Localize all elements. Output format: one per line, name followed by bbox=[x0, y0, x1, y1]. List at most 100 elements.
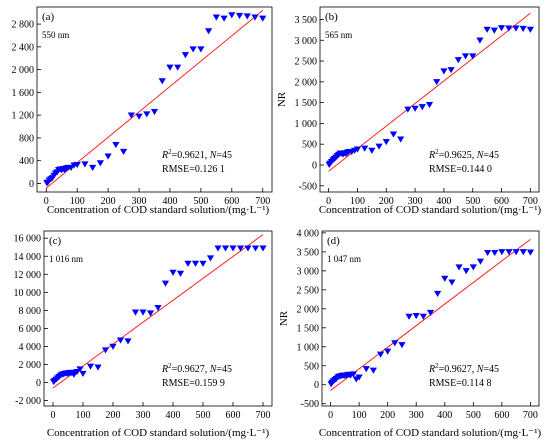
x-tick-label: 700 bbox=[255, 196, 270, 207]
y-tick-label: 1 000 bbox=[297, 342, 320, 353]
data-point bbox=[96, 160, 104, 167]
y-tick-label: 12 000 bbox=[14, 270, 42, 281]
data-point bbox=[519, 25, 527, 33]
data-point bbox=[469, 53, 477, 60]
plot-frame bbox=[43, 230, 273, 407]
data-point bbox=[116, 337, 125, 344]
data-point bbox=[119, 148, 128, 156]
data-point bbox=[243, 13, 251, 20]
data-point bbox=[251, 245, 260, 252]
x-tick-label: 100 bbox=[70, 196, 85, 207]
x-tick-label: 400 bbox=[162, 196, 177, 207]
y-tick-label: 14 000 bbox=[14, 252, 42, 263]
x-tick-label: 0 bbox=[51, 410, 56, 421]
y-tick-label: 500 bbox=[302, 140, 317, 151]
data-point bbox=[174, 64, 182, 71]
data-point bbox=[199, 260, 207, 267]
data-point bbox=[259, 15, 267, 22]
data-point bbox=[205, 28, 213, 35]
data-point bbox=[214, 245, 222, 252]
x-tick-label: 300 bbox=[136, 410, 151, 421]
data-point bbox=[259, 245, 267, 252]
data-point bbox=[154, 304, 162, 312]
x-tick-label: 400 bbox=[437, 410, 452, 421]
x-tick-label: 500 bbox=[465, 196, 480, 207]
y-tick-label: 1 500 bbox=[297, 323, 320, 334]
r2-stat: R2=0.9625, N=45 bbox=[428, 148, 499, 161]
x-tick-label: 600 bbox=[224, 196, 239, 207]
y-tick-label: 0 bbox=[36, 378, 41, 389]
y-tick-label: 8 000 bbox=[19, 306, 42, 317]
x-tick-label: 300 bbox=[409, 410, 424, 421]
data-point bbox=[448, 279, 456, 286]
data-point bbox=[79, 370, 87, 377]
x-tick-label: 400 bbox=[166, 410, 181, 421]
data-point bbox=[235, 12, 244, 19]
data-point bbox=[212, 14, 220, 21]
y-tick-label: 2 400 bbox=[12, 42, 35, 53]
x-tick-label: 200 bbox=[380, 410, 395, 421]
x-tick-label: 200 bbox=[379, 196, 394, 207]
data-point bbox=[447, 67, 455, 74]
data-point bbox=[426, 309, 435, 317]
y-tick-label: 4 000 bbox=[297, 228, 320, 239]
data-point bbox=[425, 101, 434, 109]
r2-stat: R2=0.9621, N=45 bbox=[161, 148, 232, 161]
data-point bbox=[169, 269, 177, 276]
data-point bbox=[434, 290, 442, 298]
x-tick-label: 0 bbox=[44, 196, 49, 207]
data-point bbox=[397, 136, 405, 143]
panel-label: (b) bbox=[325, 11, 338, 23]
data-point bbox=[176, 270, 185, 277]
x-tick-label: 600 bbox=[494, 410, 509, 421]
plot-frame bbox=[319, 6, 540, 193]
data-point bbox=[150, 109, 159, 116]
plot-frame bbox=[321, 230, 540, 407]
data-point bbox=[418, 104, 426, 111]
data-point bbox=[491, 249, 499, 257]
y-tick-label: 2 800 bbox=[12, 20, 35, 31]
y-tick-label: 2 500 bbox=[295, 57, 318, 68]
x-tick-label: 100 bbox=[352, 410, 367, 421]
data-point bbox=[135, 113, 143, 120]
rmse-stat: RMSE=0.126 1 bbox=[162, 164, 225, 175]
data-point bbox=[476, 37, 484, 44]
data-point bbox=[158, 78, 166, 85]
chart-panel-3: 0 100 200 300 400 500 600 700 -2 000 0 2 000 4 000 6… bbox=[14, 230, 273, 439]
y-tick-label: 3 000 bbox=[295, 36, 318, 47]
x-tick-label: 0 bbox=[326, 196, 331, 207]
data-point bbox=[166, 64, 174, 71]
panel-label: (c) bbox=[49, 235, 62, 247]
data-point bbox=[94, 364, 102, 371]
data-point bbox=[146, 310, 155, 317]
data-point bbox=[483, 26, 491, 33]
chart-panel-2: 0 100 200 300 400 500 600 700 -500 0 500 1 000 1 500… bbox=[276, 6, 542, 216]
x-tick-label: 600 bbox=[226, 410, 241, 421]
data-point bbox=[184, 260, 192, 267]
x-tick-label: 200 bbox=[106, 410, 121, 421]
x-tick-label: 700 bbox=[523, 196, 538, 207]
data-point bbox=[131, 309, 140, 316]
data-point bbox=[419, 313, 427, 320]
y-tick-label: 2 500 bbox=[297, 285, 320, 296]
y-tick-label: 3 000 bbox=[297, 266, 320, 277]
data-point bbox=[476, 258, 485, 265]
y-tick-label: 0 bbox=[312, 160, 317, 171]
x-tick-label: 200 bbox=[101, 196, 116, 207]
data-point bbox=[189, 46, 197, 53]
data-point bbox=[454, 57, 462, 64]
data-point bbox=[389, 131, 398, 138]
data-point bbox=[411, 105, 419, 112]
y-tick-label: 500 bbox=[304, 361, 319, 372]
data-point bbox=[161, 280, 170, 287]
data-point bbox=[143, 111, 151, 118]
y-tick-label: 2 000 bbox=[12, 65, 35, 76]
data-point bbox=[490, 27, 498, 34]
y-tick-label: 2 000 bbox=[295, 77, 318, 88]
data-point bbox=[405, 313, 413, 320]
y-tick-label: 3 500 bbox=[297, 247, 320, 258]
data-point bbox=[391, 340, 399, 347]
rmse-stat: RMSE=0.144 0 bbox=[429, 164, 492, 175]
